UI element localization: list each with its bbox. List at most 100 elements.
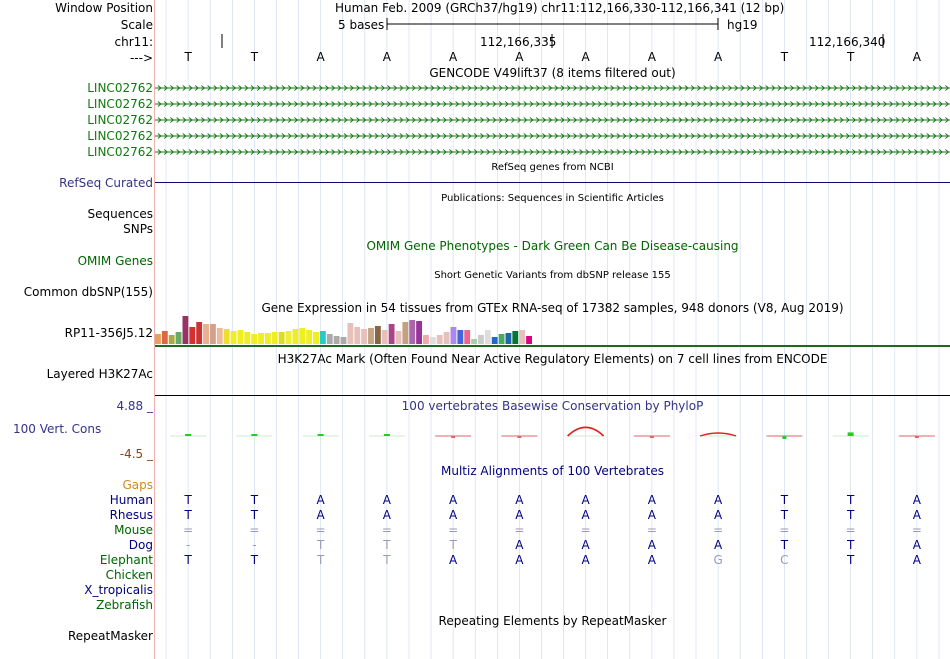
gtex-tissue-bar (237, 330, 244, 344)
alignment-base: = (845, 523, 856, 537)
gtex-tissue-bar (512, 331, 519, 344)
repeatmasker-track-label[interactable]: RepeatMasker (67, 629, 153, 643)
alignment-base: T (184, 553, 192, 567)
multiz-species-label[interactable]: Human (109, 493, 153, 507)
multiz-species-label[interactable]: Dog (128, 538, 153, 552)
gtex-tissue-bar (395, 331, 402, 344)
multiz-gaps-label[interactable]: Gaps (122, 478, 153, 492)
phylop-max-label: 4.88 _ (116, 399, 153, 413)
alignment-base: T (449, 538, 457, 552)
gtex-tissue-bar (519, 330, 526, 344)
base-letter: T (780, 50, 789, 64)
phylop-track-title: 100 vertebrates Basewise Conservation by… (401, 399, 704, 413)
gtex-tissue-bar (333, 336, 340, 344)
gtex-tissue-bar (388, 324, 395, 344)
alignment-base: A (647, 493, 656, 507)
gencode-gene-label[interactable]: LINC02762 (87, 129, 153, 143)
phylop-peak (567, 426, 605, 437)
alignment-base: T (316, 553, 325, 567)
gencode-track-title: GENCODE V49lift37 (8 items filtered out) (429, 66, 676, 80)
alignment-base: T (780, 493, 789, 507)
phylop-score-mark (185, 434, 192, 436)
multiz-species-label[interactable]: Chicken (105, 568, 153, 582)
gtex-tissue-bar (484, 330, 491, 344)
gtex-tissue-bar (326, 334, 333, 344)
alignment-base: A (382, 493, 391, 507)
gencode-gene-label[interactable]: LINC02762 (87, 145, 153, 159)
gtex-tissue-bar (354, 327, 361, 344)
gtex-tissue-bar (175, 332, 182, 344)
gtex-tissue-bar (374, 326, 381, 344)
alignment-base: A (449, 493, 458, 507)
gtex-tissue-bar (381, 330, 388, 344)
alignment-base: A (581, 553, 590, 567)
strand-label: ---> (129, 51, 153, 65)
coord-tick-1: 112,166,335 (480, 35, 557, 49)
alignment-base: A (515, 553, 524, 567)
gtex-tissue-bar (278, 332, 285, 344)
gencode-gene-label[interactable]: LINC02762 (87, 113, 153, 127)
alignment-base: - (185, 538, 191, 552)
snps-track-label[interactable]: SNPs (123, 222, 153, 236)
multiz-species-label[interactable]: Rhesus (109, 508, 153, 522)
dbsnp-track-label[interactable]: Common dbSNP(155) (23, 285, 153, 299)
phylop-score-mark (451, 436, 456, 438)
base-letter: A (316, 50, 325, 64)
alignment-base: A (316, 508, 325, 522)
gtex-tissue-bar (292, 329, 299, 344)
omim-track-title: OMIM Gene Phenotypes - Dark Green Can Be… (366, 239, 739, 253)
multiz-species-label[interactable]: Mouse (114, 523, 153, 537)
alignment-base: A (515, 508, 524, 522)
h3k27ac-track-label[interactable]: Layered H3K27Ac (46, 367, 153, 381)
alignment-base: T (383, 553, 391, 567)
refseq-track-label[interactable]: RefSeq Curated (59, 176, 153, 190)
alignment-base: A (912, 493, 921, 507)
assembly-label: hg19 (727, 18, 758, 32)
gtex-tissue-bar (230, 331, 237, 344)
gencode-gene-label[interactable]: LINC02762 (87, 97, 153, 111)
base-letter: T (250, 50, 259, 64)
gtex-tissue-bar (471, 339, 478, 344)
omim-track-label[interactable]: OMIM Genes (77, 254, 153, 268)
gtex-tissue-bar (216, 328, 223, 344)
window-position-value[interactable]: Human Feb. 2009 (GRCh37/hg19) chr11:112,… (335, 1, 785, 15)
gtex-tissue-bar (478, 335, 484, 344)
alignment-base: A (647, 538, 656, 552)
gencode-gene-label[interactable]: LINC02762 (87, 81, 153, 95)
base-letter: T (184, 50, 192, 64)
h3k27ac-track-title: H3K27Ac Mark (Often Found Near Active Re… (277, 352, 828, 366)
sequences-track-label[interactable]: Sequences (87, 207, 153, 221)
alignment-base: = (249, 523, 260, 537)
phylop-track-label[interactable]: 100 Vert. Cons (13, 422, 102, 436)
scale-label: Scale (120, 18, 153, 32)
gtex-track-label[interactable]: RP11-356J5.12 (64, 326, 153, 340)
phylop-score-mark (847, 432, 854, 436)
alignment-base: A (515, 493, 524, 507)
multiz-species-label[interactable]: Elephant (99, 553, 153, 567)
gtex-tissue-bar (368, 328, 374, 344)
gtex-tissue-bar (347, 323, 354, 344)
gtex-tissue-bar (161, 331, 168, 344)
phylop-score-mark (317, 434, 324, 436)
gtex-tissue-bar (155, 334, 161, 344)
phylop-score-mark (517, 436, 522, 438)
dbsnp-track-title: Short Genetic Variants from dbSNP releas… (434, 270, 671, 281)
multiz-species-label[interactable]: Zebrafish (96, 598, 153, 612)
base-letter: A (515, 50, 524, 64)
alignment-base: T (780, 538, 789, 552)
gtex-tissue-bar (299, 328, 306, 344)
gtex-tissue-bar (223, 329, 230, 344)
alignment-base: A (316, 493, 325, 507)
base-letter: A (581, 50, 590, 64)
alignment-base: T (846, 508, 855, 522)
gencode-strand-arrows (157, 133, 950, 139)
base-letter: A (714, 50, 723, 64)
multiz-species-label[interactable]: X_tropicalis (84, 583, 153, 597)
gtex-tissue-bar (491, 337, 498, 344)
coord-tick-2: 112,166,340 (809, 35, 886, 49)
alignment-base: - (252, 538, 257, 552)
gtex-tissue-bar (168, 335, 175, 344)
alignment-base: A (581, 508, 590, 522)
gencode-strand-arrows (157, 101, 950, 107)
